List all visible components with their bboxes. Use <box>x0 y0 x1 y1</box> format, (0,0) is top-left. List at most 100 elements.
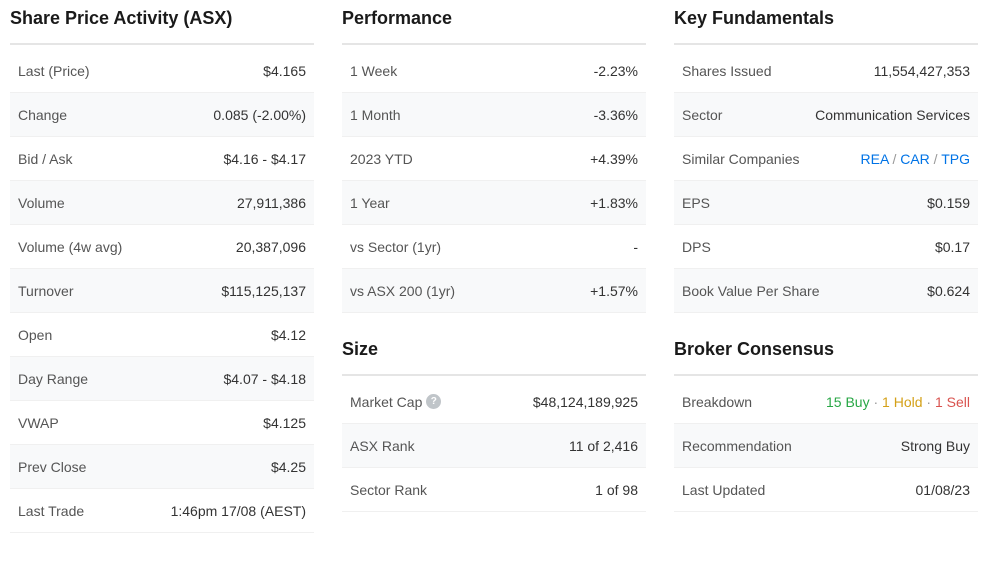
col-share-price: Share Price Activity (ASX) Last (Price) … <box>10 8 314 533</box>
row-sector: Sector Communication Services <box>674 93 978 137</box>
row-volume-4w: Volume (4w avg) 20,387,096 <box>10 225 314 269</box>
label-perf-1year: 1 Year <box>350 195 390 211</box>
value-day-range: $4.07 - $4.18 <box>223 371 306 387</box>
row-breakdown: Breakdown 15 Buy · 1 Hold · 1 Sell <box>674 380 978 424</box>
row-eps: EPS $0.159 <box>674 181 978 225</box>
row-bid-ask: Bid / Ask $4.16 - $4.17 <box>10 137 314 181</box>
value-perf-vs-asx200: +1.57% <box>590 283 638 299</box>
label-perf-1month: 1 Month <box>350 107 401 123</box>
value-turnover: $115,125,137 <box>221 283 306 299</box>
row-perf-vs-sector: vs Sector (1yr) - <box>342 225 646 269</box>
label-last-price: Last (Price) <box>18 63 90 79</box>
label-volume: Volume <box>18 195 65 211</box>
label-day-range: Day Range <box>18 371 88 387</box>
label-recommendation: Recommendation <box>682 438 792 454</box>
label-sector: Sector <box>682 107 722 123</box>
breakdown-buy: 15 Buy <box>826 394 870 410</box>
label-perf-ytd: 2023 YTD <box>350 151 413 167</box>
row-prev-close: Prev Close $4.25 <box>10 445 314 489</box>
row-last-updated: Last Updated 01/08/23 <box>674 468 978 512</box>
row-open: Open $4.12 <box>10 313 314 357</box>
row-asx-rank: ASX Rank 11 of 2,416 <box>342 424 646 468</box>
row-similar-companies: Similar Companies REA / CAR / TPG <box>674 137 978 181</box>
value-prev-close: $4.25 <box>271 459 306 475</box>
label-bid-ask: Bid / Ask <box>18 151 72 167</box>
row-sector-rank: Sector Rank 1 of 98 <box>342 468 646 512</box>
label-volume-4w: Volume (4w avg) <box>18 239 122 255</box>
label-prev-close: Prev Close <box>18 459 86 475</box>
row-bvps: Book Value Per Share $0.624 <box>674 269 978 313</box>
dot: · <box>923 394 935 410</box>
row-market-cap: Market Cap ? $48,124,189,925 <box>342 380 646 424</box>
row-perf-vs-asx200: vs ASX 200 (1yr) +1.57% <box>342 269 646 313</box>
fundamentals-title: Key Fundamentals <box>674 8 978 45</box>
value-market-cap: $48,124,189,925 <box>533 394 638 410</box>
label-similar-companies: Similar Companies <box>682 151 799 167</box>
value-volume: 27,911,386 <box>237 195 306 211</box>
label-breakdown: Breakdown <box>682 394 752 410</box>
breakdown-sell: 1 Sell <box>935 394 970 410</box>
label-sector-rank: Sector Rank <box>350 482 427 498</box>
value-volume-4w: 20,387,096 <box>236 239 306 255</box>
value-sector-rank: 1 of 98 <box>595 482 638 498</box>
value-last-price: $4.165 <box>263 63 306 79</box>
row-perf-1week: 1 Week -2.23% <box>342 49 646 93</box>
similar-link-rea[interactable]: REA <box>861 151 889 167</box>
label-perf-vs-sector: vs Sector (1yr) <box>350 239 441 255</box>
label-perf-vs-asx200: vs ASX 200 (1yr) <box>350 283 455 299</box>
label-shares-issued: Shares Issued <box>682 63 772 79</box>
label-change: Change <box>18 107 67 123</box>
stock-overview-panel: Share Price Activity (ASX) Last (Price) … <box>10 8 978 533</box>
label-market-cap-text: Market Cap <box>350 394 422 410</box>
row-perf-ytd: 2023 YTD +4.39% <box>342 137 646 181</box>
value-asx-rank: 11 of 2,416 <box>569 438 638 454</box>
broker-title: Broker Consensus <box>674 339 978 376</box>
row-volume: Volume 27,911,386 <box>10 181 314 225</box>
value-open: $4.12 <box>271 327 306 343</box>
value-breakdown: 15 Buy · 1 Hold · 1 Sell <box>826 394 970 410</box>
value-dps: $0.17 <box>935 239 970 255</box>
value-perf-1week: -2.23% <box>594 63 638 79</box>
value-perf-1year: +1.83% <box>590 195 638 211</box>
label-perf-1week: 1 Week <box>350 63 397 79</box>
value-perf-ytd: +4.39% <box>590 151 638 167</box>
row-last-price: Last (Price) $4.165 <box>10 49 314 93</box>
value-similar-companies: REA / CAR / TPG <box>861 151 970 167</box>
label-vwap: VWAP <box>18 415 59 431</box>
label-eps: EPS <box>682 195 710 211</box>
label-asx-rank: ASX Rank <box>350 438 415 454</box>
value-bvps: $0.624 <box>927 283 970 299</box>
row-vwap: VWAP $4.125 <box>10 401 314 445</box>
value-perf-1month: -3.36% <box>594 107 638 123</box>
label-open: Open <box>18 327 52 343</box>
col-fundamentals-broker: Key Fundamentals Shares Issued 11,554,42… <box>674 8 978 533</box>
row-shares-issued: Shares Issued 11,554,427,353 <box>674 49 978 93</box>
value-change: 0.085 (-2.00%) <box>213 107 306 123</box>
performance-title: Performance <box>342 8 646 45</box>
value-perf-vs-sector: - <box>633 239 638 255</box>
sep: / <box>889 151 901 167</box>
label-last-trade: Last Trade <box>18 503 84 519</box>
label-turnover: Turnover <box>18 283 74 299</box>
row-dps: DPS $0.17 <box>674 225 978 269</box>
similar-link-tpg[interactable]: TPG <box>941 151 970 167</box>
value-recommendation: Strong Buy <box>901 438 970 454</box>
value-last-updated[interactable]: 01/08/23 <box>916 482 971 498</box>
row-recommendation: Recommendation Strong Buy <box>674 424 978 468</box>
similar-link-car[interactable]: CAR <box>900 151 930 167</box>
col-performance-size: Performance 1 Week -2.23% 1 Month -3.36%… <box>342 8 646 533</box>
value-vwap: $4.125 <box>263 415 306 431</box>
row-perf-1month: 1 Month -3.36% <box>342 93 646 137</box>
row-change: Change 0.085 (-2.00%) <box>10 93 314 137</box>
help-icon[interactable]: ? <box>426 394 441 409</box>
label-bvps: Book Value Per Share <box>682 283 820 299</box>
value-bid-ask: $4.16 - $4.17 <box>223 151 306 167</box>
value-eps: $0.159 <box>927 195 970 211</box>
value-last-trade: 1:46pm 17/08 (AEST) <box>171 503 306 519</box>
label-last-updated: Last Updated <box>682 482 765 498</box>
dot: · <box>870 394 882 410</box>
breakdown-hold: 1 Hold <box>882 394 922 410</box>
row-last-trade: Last Trade 1:46pm 17/08 (AEST) <box>10 489 314 533</box>
value-sector: Communication Services <box>815 107 970 123</box>
share-price-title: Share Price Activity (ASX) <box>10 8 314 45</box>
